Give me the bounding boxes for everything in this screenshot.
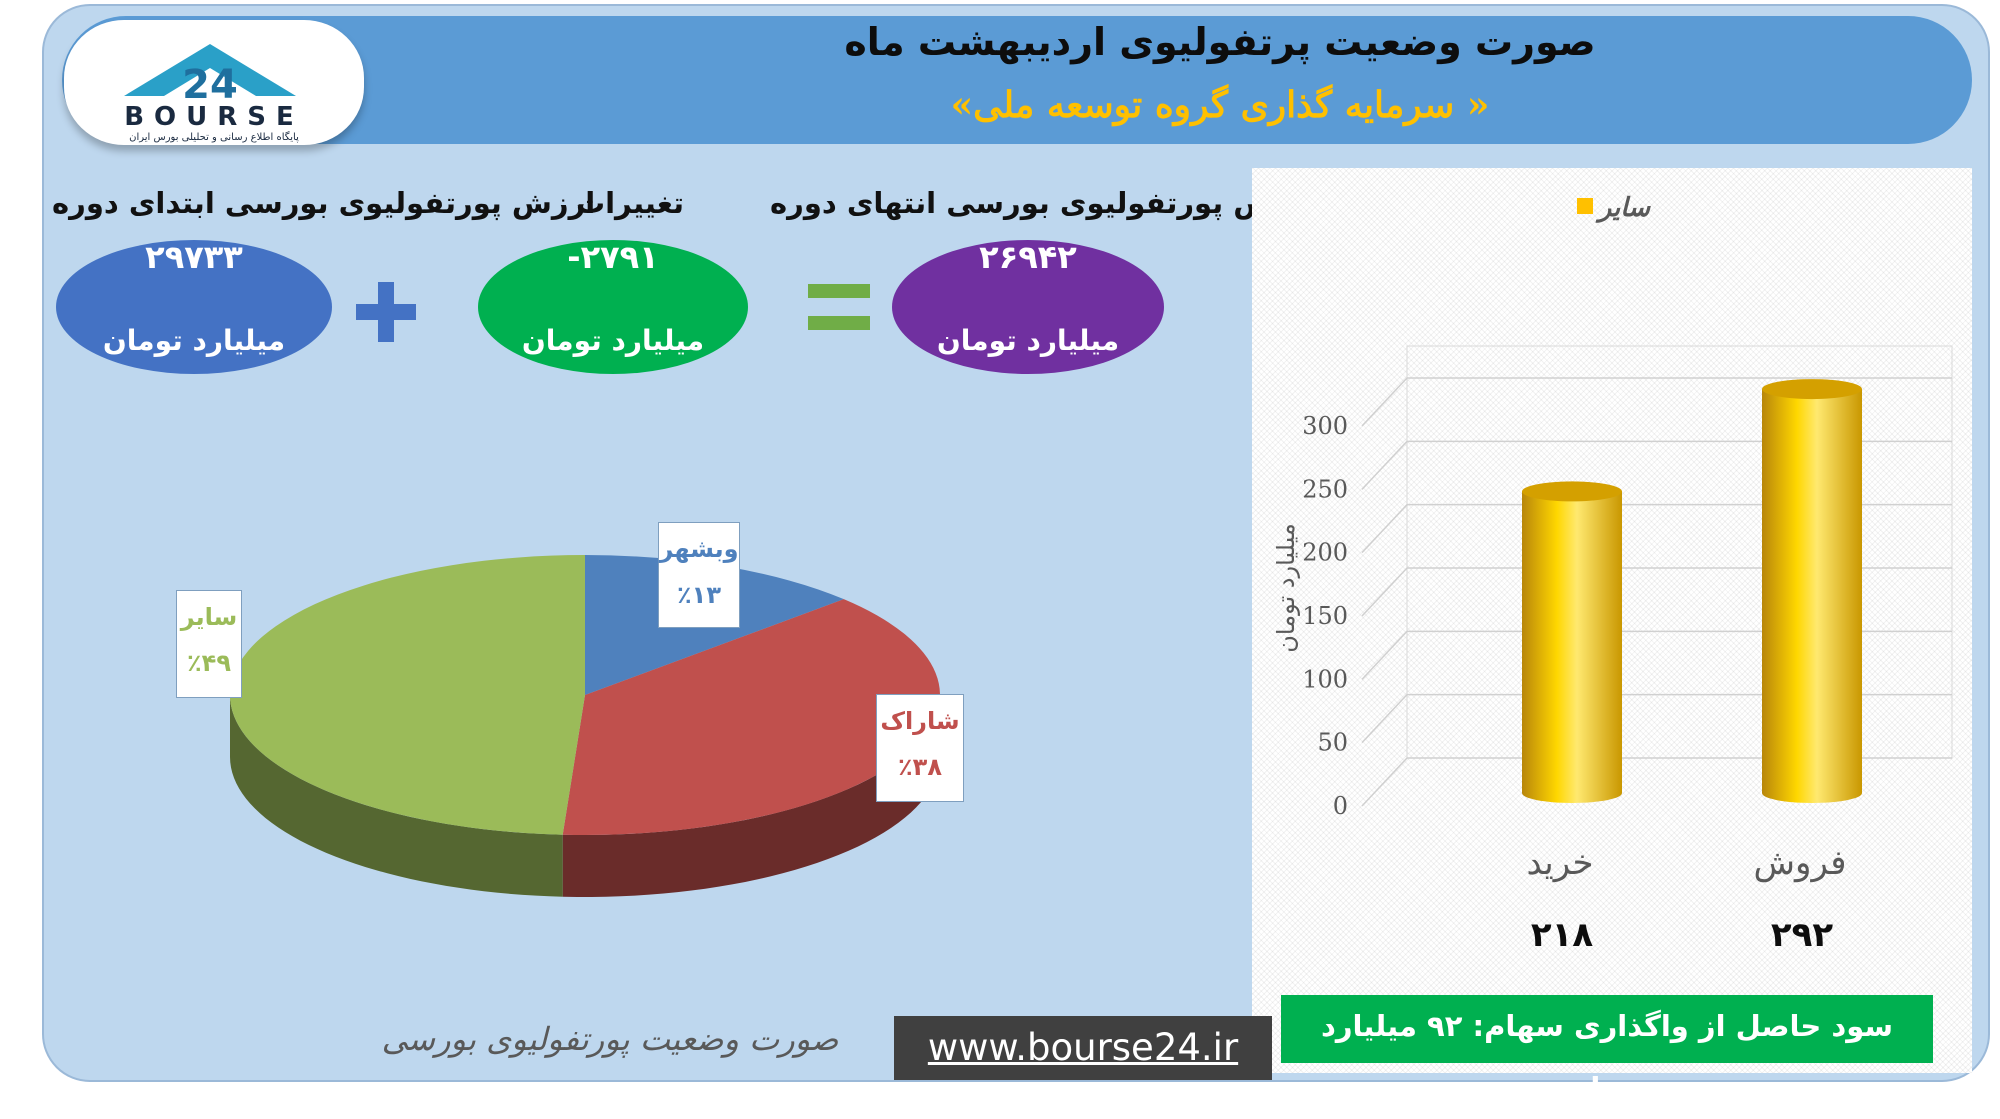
trade-bar-chart: 0 50 100 150 200 250 300 خرید ۲۱۸ فروش ۲۹۲ سایر م…: [1272, 193, 1953, 955]
pie-label-percent: ٪۴۹: [187, 649, 231, 677]
y-tick-label: 150: [1302, 602, 1348, 630]
end-value: ۲۶۹۴۲: [979, 238, 1077, 276]
logo-tagline: پایگاه اطلاع رسانی و تحلیلی بورس ایران: [129, 131, 299, 143]
pie-label-percent: ٪۳۸: [898, 753, 942, 781]
y-tick-label: 100: [1302, 665, 1348, 693]
change-heading: تغییرات: [575, 186, 685, 220]
start-value-oval: ۲۹۷۳۳ میلیارد تومان: [56, 238, 332, 374]
change-unit: میلیارد تومان: [521, 324, 705, 357]
legend-swatch: [1577, 198, 1593, 214]
y-tick-label: 0: [1333, 792, 1348, 820]
pie-slice-سایر: [229, 555, 585, 835]
chart-back-wall: [1406, 345, 1953, 759]
pie-label-sharak: شاراک ٪۳۸: [876, 694, 964, 802]
pie-side-سایر: [230, 695, 563, 897]
change-value: -۲۷۹۱: [567, 238, 659, 276]
bar-body: [1522, 491, 1622, 803]
gridline-diagonal: [1361, 630, 1408, 680]
y-axis-label: میلیارد تومان: [1272, 523, 1300, 652]
change-oval: -۲۷۹۱ میلیارد تومان: [478, 238, 748, 374]
pie-label-percent: ٪۱۳: [677, 581, 721, 609]
bar-body: [1762, 389, 1862, 803]
gridline-diagonal: [1361, 694, 1408, 744]
gridline-diagonal: [1361, 440, 1408, 490]
bar-top: [1522, 481, 1622, 502]
profit-summary: سود حاصل از واگذاری سهام: ۹۲ میلیارد توم…: [1281, 995, 1933, 1105]
portfolio-pie-chart: [229, 555, 940, 897]
y-tick-label: 250: [1302, 475, 1348, 503]
pie-label-name: شاراک: [880, 707, 960, 735]
equals-symbol: [808, 284, 870, 330]
logo-number: 24: [182, 62, 238, 108]
bar-value-label: ۲۹۲: [1771, 915, 1834, 955]
end-value-oval: ۲۶۹۴۲ میلیارد تومان: [892, 238, 1164, 374]
gridline-diagonal: [1361, 377, 1408, 427]
pie-label-name: سایر: [180, 603, 238, 631]
x-category-label: فروش: [1754, 843, 1847, 883]
start-value-unit: میلیارد تومان: [102, 324, 286, 357]
website-link[interactable]: www.bourse24.ir: [894, 1016, 1272, 1080]
pie-label-other: سایر ٪۴۹: [176, 590, 242, 698]
logo-wordmark: BOURSE: [124, 102, 304, 132]
start-value: ۲۹۷۳۳: [145, 238, 243, 276]
legend-label: سایر: [1595, 193, 1652, 223]
end-value-unit: میلیارد تومان: [936, 324, 1120, 357]
page-subtitle: «سرمایه گذاری گروه توسعه ملی »: [950, 84, 1490, 126]
gridline-diagonal: [1361, 757, 1408, 807]
pie-chart-caption: صورت وضعیت پورتفولیوی بورسی: [381, 1020, 839, 1058]
page-title: صورت وضعیت پرتفولیوی اردیبهشت ماه: [844, 20, 1596, 64]
gridline-diagonal: [1361, 567, 1408, 617]
plus-symbol: [356, 282, 416, 342]
pie-side-شاراک: [562, 695, 940, 897]
start-value-heading: ارزش پورتفولیوی بورسی ابتدای دوره: [52, 186, 596, 220]
bar-فروش: [1762, 379, 1862, 803]
logo-graphic: 24 BOURSE پایگاه اطلاع رسانی و تحلیلی بو…: [124, 44, 304, 143]
bourse24-logo: 24 BOURSE پایگاه اطلاع رسانی و تحلیلی بو…: [64, 20, 364, 145]
y-tick-label: 50: [1317, 729, 1348, 757]
gridline-diagonal: [1361, 504, 1408, 554]
y-tick-label: 300: [1302, 412, 1348, 440]
bar-value-label: ۲۱۸: [1531, 915, 1594, 955]
pie-label-name: وبشهر: [659, 535, 739, 563]
x-category-label: خرید: [1526, 843, 1593, 883]
pie-label-vebshahr: وبشهر ٪۱۳: [658, 522, 740, 628]
pie-slice-شاراک: [562, 599, 940, 835]
bar-خرید: [1522, 481, 1622, 803]
title-banner: [62, 16, 1972, 144]
bar-top: [1762, 379, 1862, 400]
end-value-heading: ارزش پورتفولیوی بورسی انتهای دوره: [770, 186, 1317, 220]
y-tick-label: 200: [1302, 539, 1348, 567]
